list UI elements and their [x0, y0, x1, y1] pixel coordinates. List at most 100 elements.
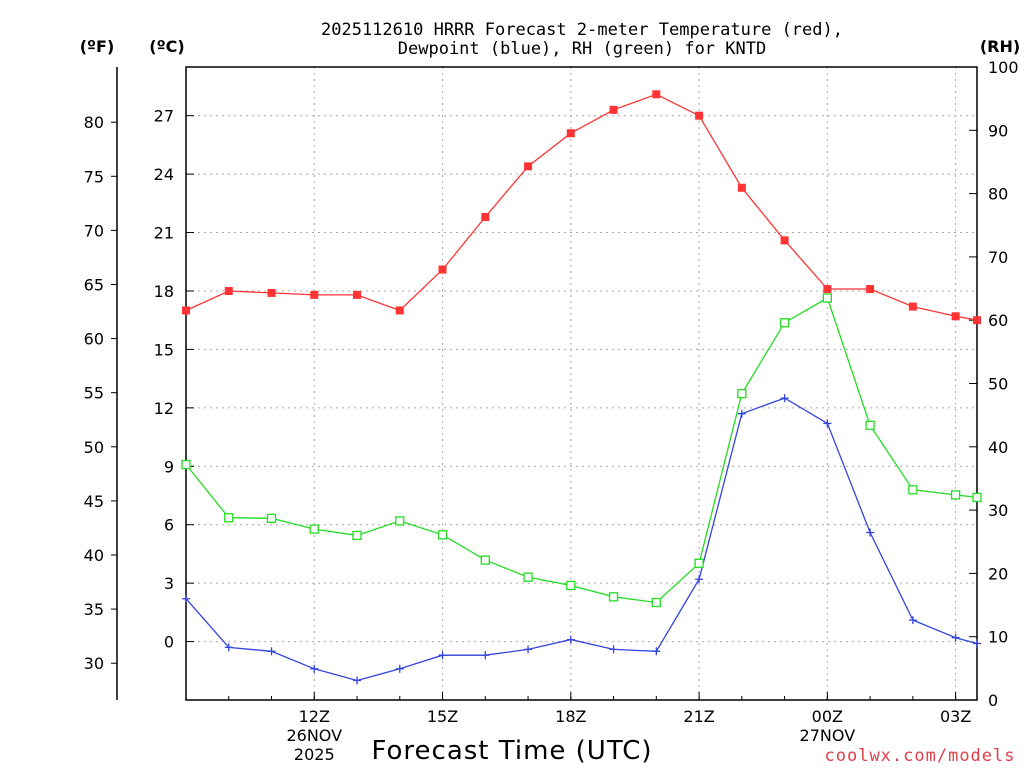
celsius-tick-label: 0: [164, 633, 174, 652]
x-tick-label: 21Z: [683, 707, 714, 726]
x-tick-label: 00Z: [812, 707, 843, 726]
fahrenheit-tick-label: 70: [84, 221, 104, 240]
rh-point: [224, 513, 234, 523]
dewpoint-point: [866, 528, 875, 537]
temperature-point: [353, 290, 362, 299]
celsius-tick-label: 18: [154, 282, 174, 301]
series-layer: [181, 90, 982, 685]
temperature-point: [652, 90, 661, 99]
fahrenheit-tick-label: 40: [84, 546, 104, 565]
celsius-tick-label: 3: [164, 574, 174, 593]
temperature-point: [267, 288, 276, 297]
rh-point: [181, 459, 191, 470]
fahrenheit-tick-label: 75: [84, 167, 104, 186]
temperature-point: [310, 290, 319, 299]
rh-point: [309, 524, 319, 534]
rh-point: [972, 492, 982, 503]
dewpoint-point: [908, 616, 917, 625]
rh-point: [352, 530, 362, 541]
rh-point: [651, 597, 661, 608]
celsius-tick-label: 15: [154, 340, 174, 359]
rh-point: [908, 485, 918, 495]
temperature-point: [951, 312, 960, 321]
dewpoint-point: [395, 664, 404, 673]
plot-frame: [185, 66, 978, 701]
rh-tick-label: 50: [988, 375, 1008, 394]
temperature-point: [737, 183, 746, 192]
x-axis-title: Forecast Time (UTC): [371, 736, 652, 766]
temperature-point: [438, 265, 447, 274]
fahrenheit-tick-label: 60: [84, 330, 104, 349]
dewpoint-point: [438, 651, 447, 660]
fahrenheit-tick-label: 35: [84, 600, 104, 619]
rh-series-line: [185, 297, 978, 604]
chart-title-line2: Dewpoint (blue), RH (green) for KNTD: [398, 39, 766, 59]
dewpoint-point: [310, 664, 319, 673]
fahrenheit-unit-label: (ºF): [80, 37, 115, 56]
dewpoint-point: [353, 676, 362, 685]
rh-tick-label: 0: [988, 691, 998, 710]
chart-title-line1: 2025112610 HRRR Forecast 2-meter Tempera…: [321, 20, 843, 40]
rh-point: [608, 592, 619, 602]
rh-point: [737, 388, 747, 399]
fahrenheit-tick-label: 65: [84, 275, 104, 294]
fahrenheit-tick-label: 30: [84, 654, 104, 673]
rh-unit-label: (RH): [980, 37, 1020, 56]
temperature-point: [780, 236, 789, 245]
celsius-tick-label: 21: [154, 224, 174, 243]
fahrenheit-tick-label: 55: [84, 384, 104, 403]
temperature-point: [695, 111, 704, 120]
celsius-unit-label: (ºC): [149, 37, 184, 56]
temperature-series-line: [185, 93, 978, 321]
rh-point: [822, 293, 833, 303]
temperature-point: [224, 286, 233, 295]
rh-tick-label: 30: [988, 501, 1008, 520]
x-tick-date-label: 27NOV: [800, 726, 856, 745]
rh-point: [437, 530, 448, 540]
rh-tick-label: 60: [988, 311, 1008, 330]
dewpoint-point: [737, 409, 746, 418]
dewpoint-point: [823, 419, 832, 428]
temperature-point: [866, 285, 875, 294]
rh-point: [694, 558, 704, 568]
celsius-tick-label: 27: [154, 107, 174, 126]
dewpoint-point: [224, 643, 233, 652]
x-tick-label: 03Z: [940, 707, 971, 726]
rh-tick-label: 70: [988, 248, 1008, 267]
temperature-point: [823, 285, 832, 294]
dewpoint-point: [973, 639, 981, 648]
celsius-tick-label: 24: [154, 165, 174, 184]
temperature-point: [609, 105, 618, 114]
rh-tick-label: 100: [988, 58, 1019, 77]
dewpoint-point: [524, 645, 533, 654]
rh-point: [266, 513, 277, 523]
rh-tick-label: 20: [988, 564, 1008, 583]
temperature-point: [395, 306, 404, 315]
dewpoint-point: [780, 394, 789, 403]
rh-point: [523, 572, 533, 582]
rh-tick-label: 10: [988, 628, 1008, 647]
grid: [186, 67, 977, 700]
temperature-point: [973, 316, 981, 325]
rh-point: [950, 490, 961, 500]
celsius-tick-label: 9: [164, 457, 174, 476]
rh-point: [566, 580, 576, 591]
x-tick-label: 15Z: [427, 707, 458, 726]
dewpoint-point: [182, 594, 190, 603]
dewpoint-point: [566, 635, 575, 644]
fahrenheit-tick-label: 80: [84, 113, 104, 132]
x-tick-year-label: 2025: [294, 745, 335, 764]
rh-point: [480, 555, 490, 565]
dewpoint-point: [652, 647, 661, 656]
fahrenheit-tick-label: 50: [84, 438, 104, 457]
temperature-point: [908, 302, 917, 311]
celsius-tick-label: 6: [164, 516, 174, 535]
credit-text: coolwx.com/models: [825, 746, 1016, 766]
fahrenheit-tick-label: 45: [84, 492, 104, 511]
temperature-point: [566, 129, 575, 138]
rh-point: [779, 318, 790, 328]
dewpoint-point: [609, 645, 618, 654]
dewpoint-point: [481, 651, 490, 660]
dewpoint-series-line: [185, 397, 978, 682]
